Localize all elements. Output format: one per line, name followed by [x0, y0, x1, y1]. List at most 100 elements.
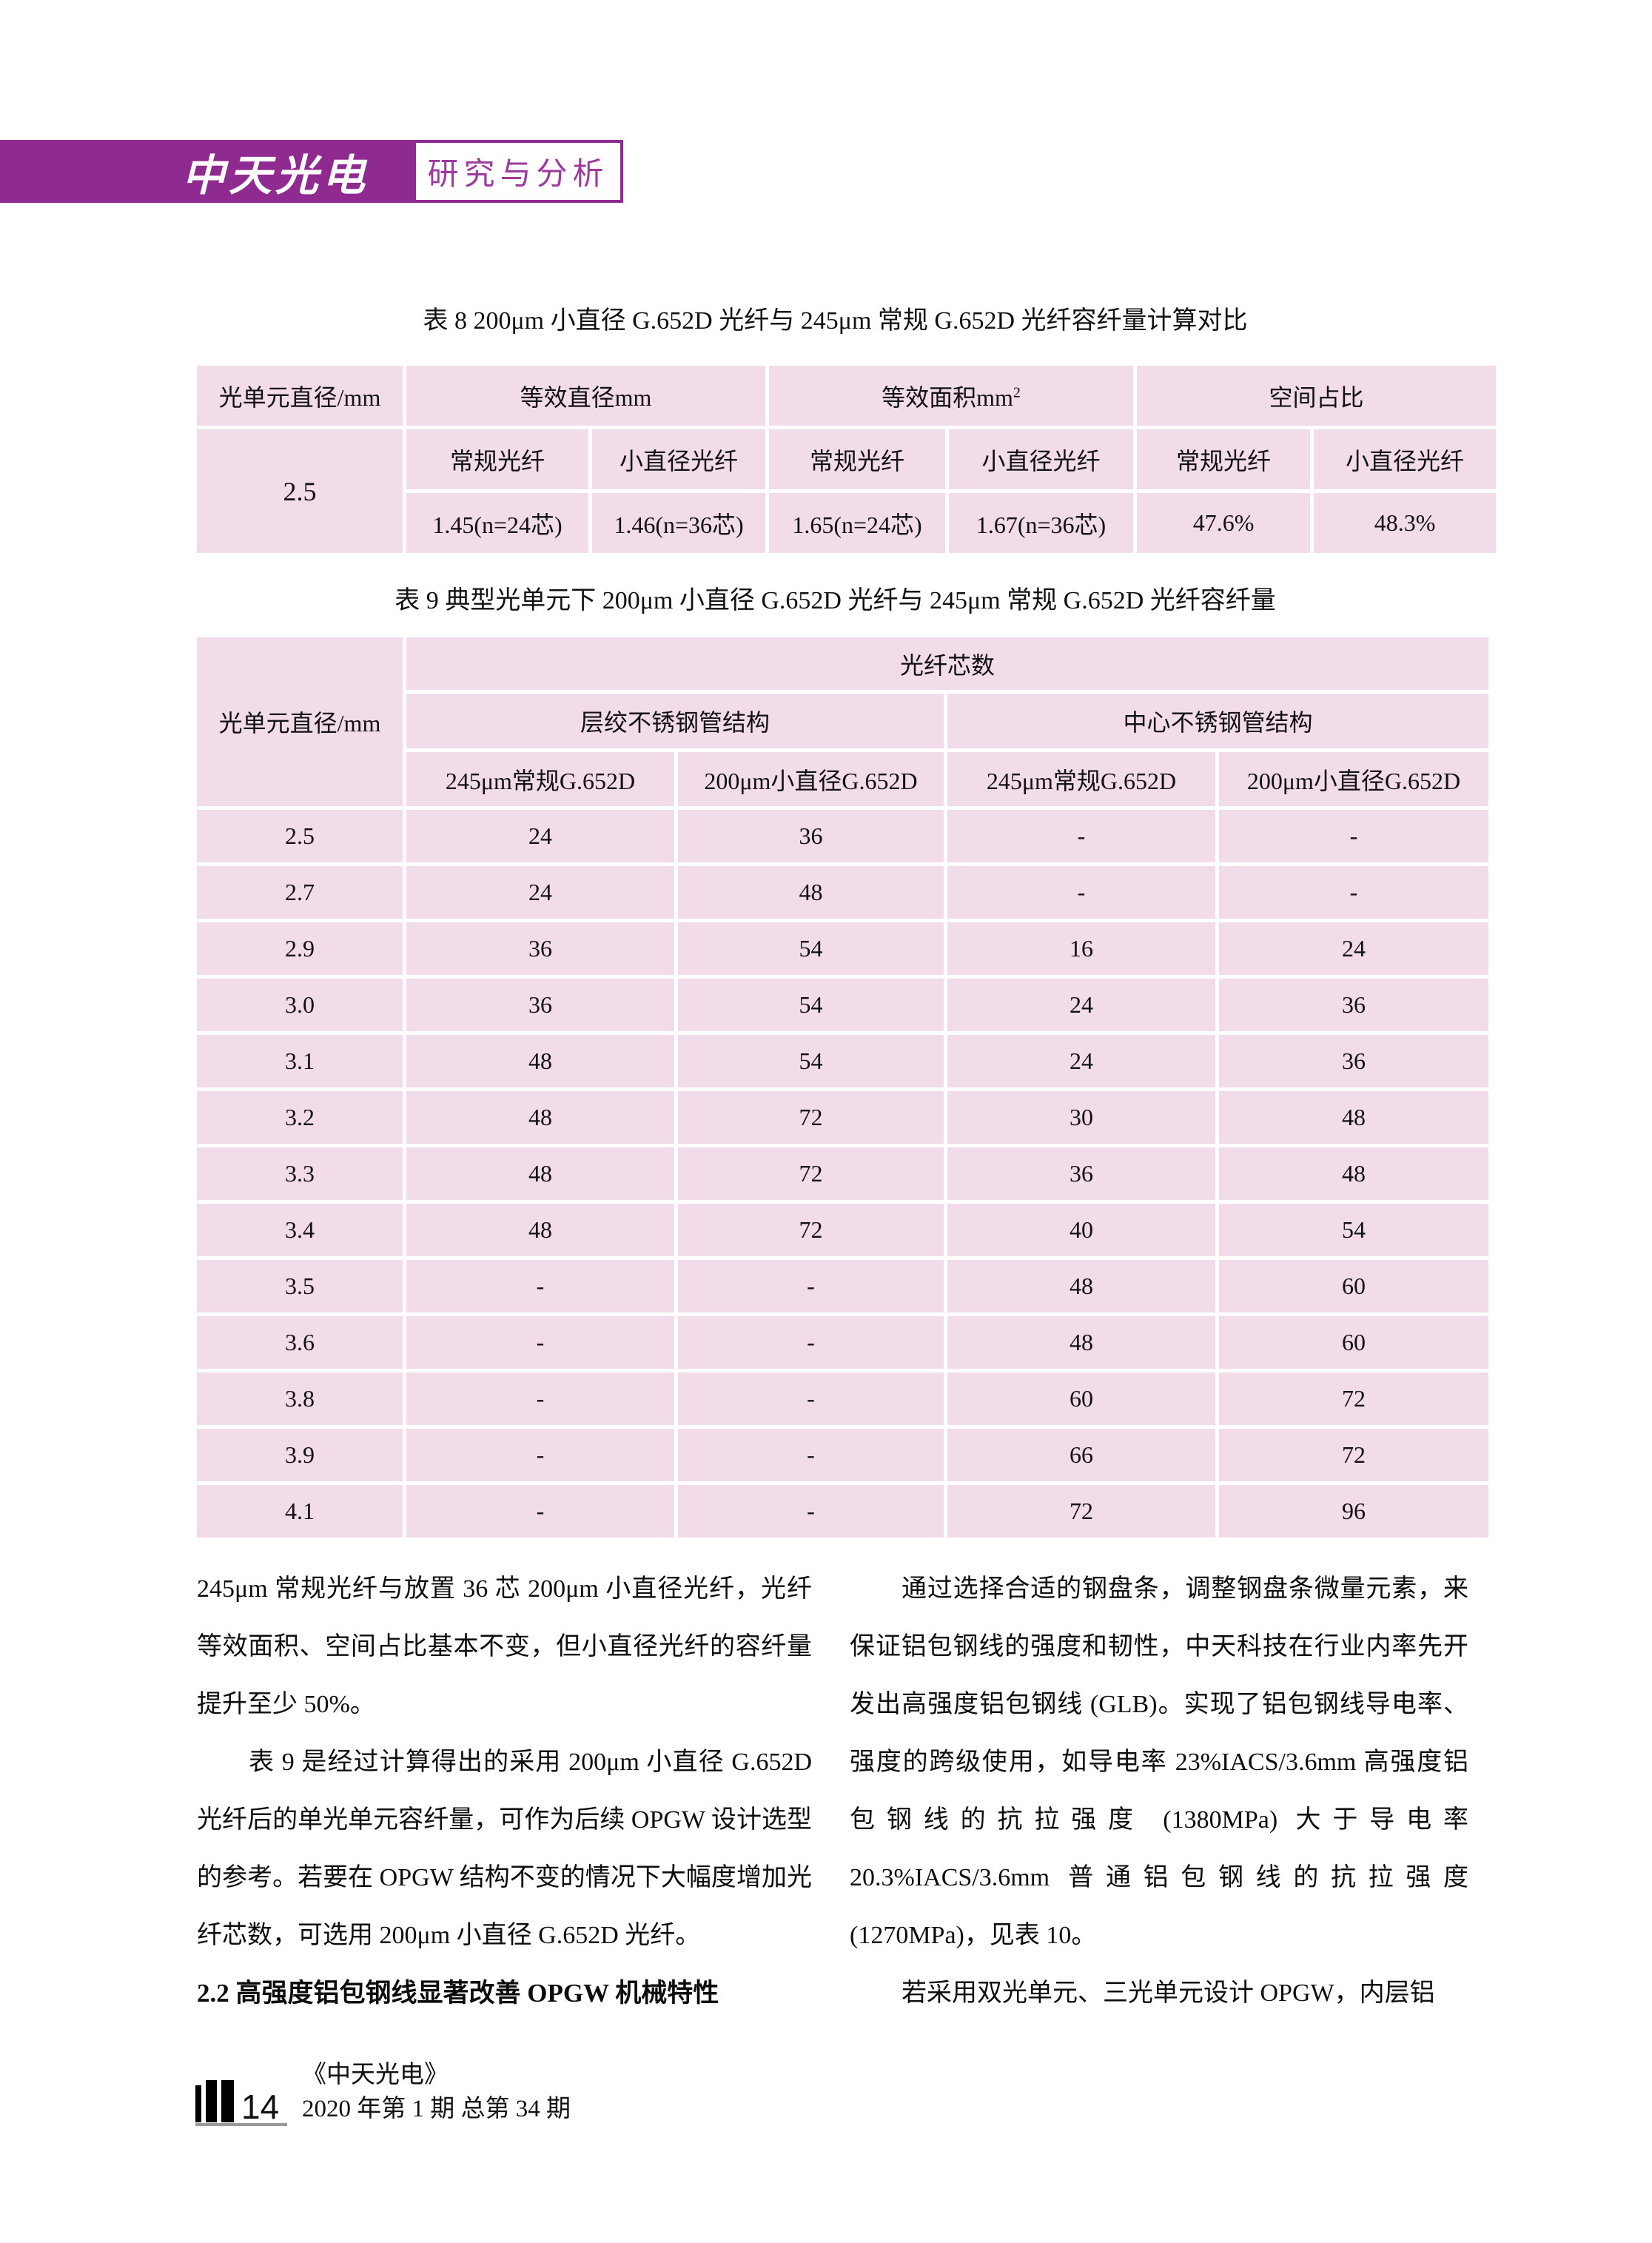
table-cell-diameter: 3.0 [197, 979, 403, 1031]
table-row: 3.9 - - 66 72 [197, 1429, 1489, 1481]
table9: 光单元直径/mm 光纤芯数 层绞不锈钢管结构 中心不锈钢管结构 245μm常规G… [193, 634, 1492, 1541]
body-column-left: 245μm 常规光纤与放置 36 芯 200μm 小直径光纤，光纤等效面积、空间… [197, 1560, 812, 2022]
table-cell: - [678, 1260, 944, 1312]
page-marker-bar-icon [221, 2080, 234, 2122]
page-marker: 14 [195, 2080, 287, 2126]
table-cell-diameter: 2.7 [197, 866, 403, 919]
section-heading: 2.2 高强度铝包钢线显著改善 OPGW 机械特性 [197, 1979, 719, 2008]
table-cell: 36 [1219, 979, 1489, 1031]
paragraph: 245μm 常规光纤与放置 36 芯 200μm 小直径光纤，光纤等效面积、空间… [197, 1575, 812, 1718]
table8-sub-header: 常规光纤 [1137, 429, 1311, 489]
table9-sub-header: 245μm常规G.652D [406, 752, 674, 806]
table-cell: 36 [406, 922, 674, 975]
table8-col1-header: 光单元直径/mm [197, 366, 403, 426]
table-cell: - [678, 1372, 944, 1425]
table-cell: - [406, 1372, 674, 1425]
journal-name: 《中天光电》 [302, 2062, 449, 2088]
table-row: 2.7 24 48 - - [197, 866, 1489, 919]
table-cell: - [1219, 866, 1489, 919]
table9-caption: 表 9 典型光单元下 200μm 小直径 G.652D 光纤与 245μm 常规… [394, 587, 1276, 614]
table9-top-header: 光纤芯数 [406, 637, 1489, 690]
journal-logo: 中天光电 [181, 151, 369, 200]
table-cell-diameter: 3.6 [197, 1316, 403, 1369]
table-row: 3.8 - - 60 72 [197, 1372, 1489, 1425]
table-cell: 48 [406, 1035, 674, 1087]
table-cell-diameter: 3.5 [197, 1260, 403, 1312]
table-cell: 54 [678, 979, 944, 1031]
table-cell: 48 [947, 1316, 1215, 1369]
table-cell: - [1219, 810, 1489, 862]
table-row: 3.0 36 54 24 36 [197, 979, 1489, 1031]
table-cell: - [947, 810, 1215, 862]
table8-sub-header: 小直径光纤 [949, 429, 1134, 489]
table-cell: 36 [678, 810, 944, 862]
table8-value: 1.46(n=36芯) [592, 493, 766, 553]
table-cell-diameter: 3.9 [197, 1429, 403, 1481]
body-column-right: 通过选择合适的钢盘条，调整钢盘条微量元素，来保证铝包钢线的强度和韧性，中天科技在… [850, 1560, 1468, 2022]
table-cell: 48 [406, 1147, 674, 1200]
table-row: 2.5 24 36 - - [197, 810, 1489, 862]
table-cell: 72 [1219, 1429, 1489, 1481]
table8-value: 1.67(n=36芯) [949, 493, 1134, 553]
table8-group-header: 空间占比 [1137, 366, 1497, 426]
section-label: 研究与分析 [427, 156, 609, 191]
table-cell: 96 [1219, 1485, 1489, 1538]
table-cell-diameter: 3.4 [197, 1204, 403, 1256]
table8: 光单元直径/mm 等效直径mm 等效面积mm2 空间占比 2.5 常规光纤 小直… [193, 362, 1500, 557]
superscript: 2 [1013, 383, 1021, 400]
table-cell: 30 [947, 1091, 1215, 1144]
table8-row-label: 2.5 [197, 429, 403, 553]
table-cell: - [678, 1429, 944, 1481]
page-number: 14 [241, 2087, 280, 2126]
table-cell: - [406, 1316, 674, 1369]
table-cell-diameter: 2.5 [197, 810, 403, 862]
table-cell: - [678, 1316, 944, 1369]
table8-caption: 表 8 200μm 小直径 G.652D 光纤与 245μm 常规 G.652D… [423, 307, 1248, 335]
table-cell: 60 [1219, 1316, 1489, 1369]
table-row: 3.2 48 72 30 48 [197, 1091, 1489, 1144]
table8-sub-header: 常规光纤 [406, 429, 588, 489]
table8-sub-header: 常规光纤 [769, 429, 946, 489]
table-cell: 48 [1219, 1147, 1489, 1200]
table9-sub-header: 200μm小直径G.652D [678, 752, 944, 806]
table-cell: 54 [678, 1035, 944, 1087]
table-cell-diameter: 3.1 [197, 1035, 403, 1087]
table-row: 3.5 - - 48 60 [197, 1260, 1489, 1312]
table-cell: 48 [406, 1091, 674, 1144]
table-cell-diameter: 2.9 [197, 922, 403, 975]
table-row: 3.6 - - 48 60 [197, 1316, 1489, 1369]
issue-line: 2020 年第 1 期 总第 34 期 [302, 2096, 571, 2122]
table-row: 4.1 - - 72 96 [197, 1485, 1489, 1538]
section-label-box: 研究与分析 [413, 140, 623, 203]
table9-body: 2.5 24 36 - - 2.7 24 48 - - 2.9 36 [197, 810, 1489, 1538]
table-cell: 48 [947, 1260, 1215, 1312]
table-cell-diameter: 3.3 [197, 1147, 403, 1200]
table9-group-header: 中心不锈钢管结构 [947, 694, 1489, 748]
table8-sub-header: 小直径光纤 [1314, 429, 1497, 489]
table-cell: 66 [947, 1429, 1215, 1481]
table-cell: 72 [678, 1204, 944, 1256]
table-cell: 72 [1219, 1372, 1489, 1425]
table-cell: 24 [406, 810, 674, 862]
table-cell: 72 [947, 1485, 1215, 1538]
table9-col1-header: 光单元直径/mm [197, 637, 403, 806]
table8-value: 1.65(n=24芯) [769, 493, 946, 553]
table-row: 3.1 48 54 24 36 [197, 1035, 1489, 1087]
table-cell: 40 [947, 1204, 1215, 1256]
paragraph: 若采用双光单元、三光单元设计 OPGW，内层铝 [901, 1979, 1435, 2007]
table-cell: 60 [947, 1372, 1215, 1425]
table-cell: 48 [406, 1204, 674, 1256]
table8-sub-header: 小直径光纤 [592, 429, 766, 489]
table8-group-header: 等效直径mm [406, 366, 766, 426]
table-row: 2.9 36 54 16 24 [197, 922, 1489, 975]
table8-value: 47.6% [1137, 493, 1311, 553]
paragraph: 表 9 是经过计算得出的采用 200μm 小直径 G.652D 光纤后的单光单元… [197, 1749, 812, 1949]
table-cell: 72 [678, 1147, 944, 1200]
table-cell: - [406, 1485, 674, 1538]
table-cell: 48 [1219, 1091, 1489, 1144]
table-cell: - [406, 1260, 674, 1312]
table-cell-diameter: 3.2 [197, 1091, 403, 1144]
table8-value: 48.3% [1314, 493, 1497, 553]
table-cell-diameter: 3.8 [197, 1372, 403, 1425]
